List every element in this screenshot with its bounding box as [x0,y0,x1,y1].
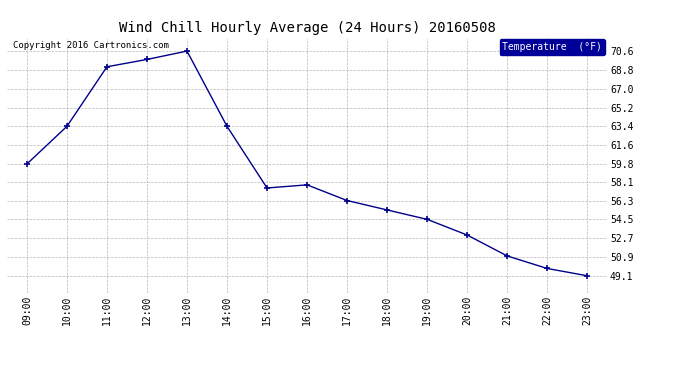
Legend: Temperature  (°F): Temperature (°F) [500,39,605,55]
Text: Copyright 2016 Cartronics.com: Copyright 2016 Cartronics.com [13,41,169,50]
Title: Wind Chill Hourly Average (24 Hours) 20160508: Wind Chill Hourly Average (24 Hours) 201… [119,21,495,35]
